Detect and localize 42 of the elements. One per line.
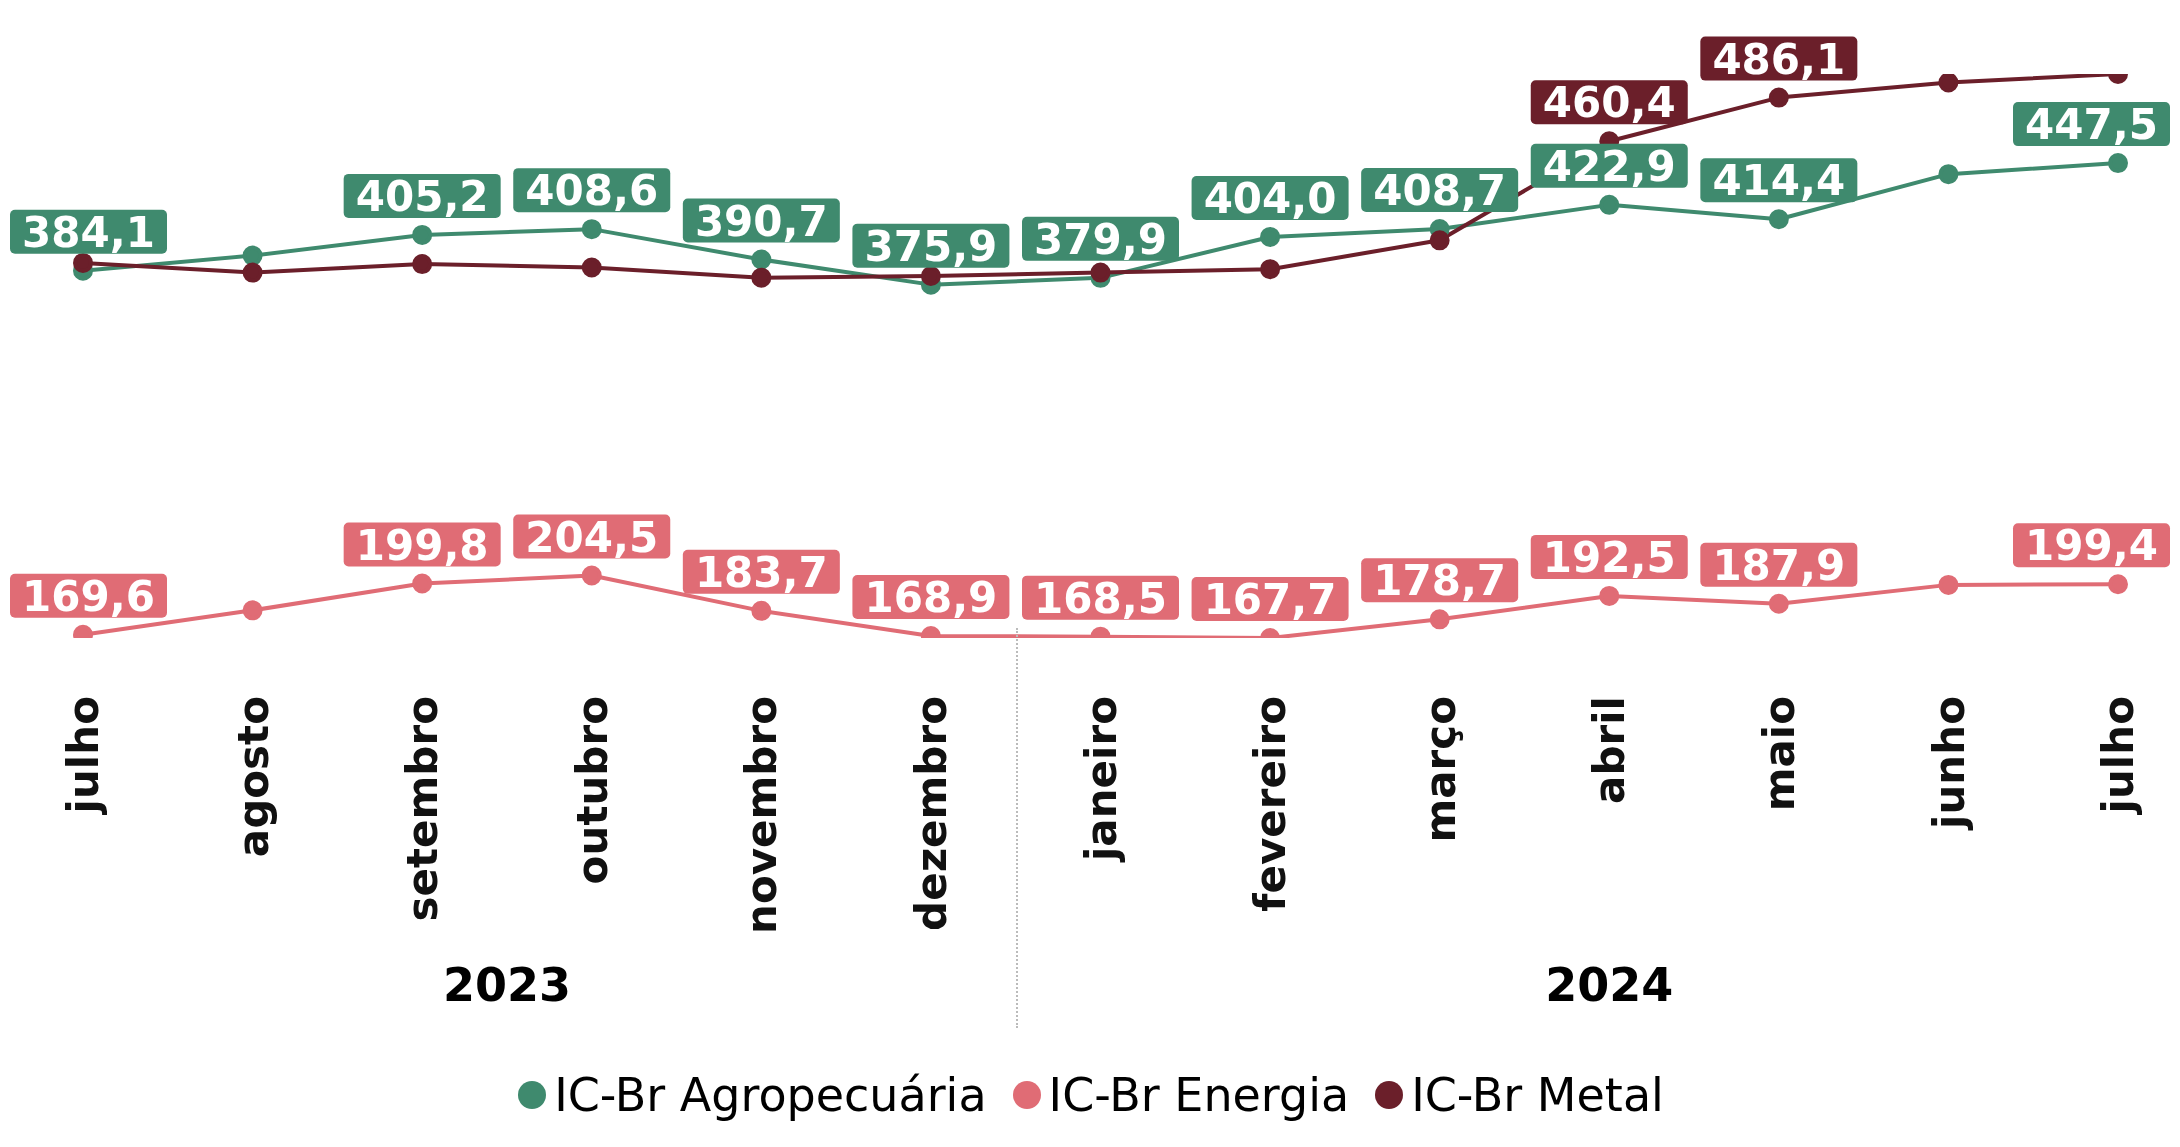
x-tick-label: fevereiro <box>1246 696 1296 912</box>
text: 2024 <box>1544 958 1675 1012</box>
data-label: 168,9 <box>864 573 998 623</box>
data-label: 199,8 <box>355 520 489 570</box>
data-label: 404,0 <box>1203 174 1337 224</box>
data-label: 168,5 <box>1034 573 1167 623</box>
legend-label: IC-Br Energia <box>1048 1068 1350 1122</box>
data-label: 390,7 <box>694 196 828 246</box>
data-label: 379,9 <box>1034 214 1167 264</box>
data-label: 447,5 <box>2025 100 2158 150</box>
x-tick-label: dezembro <box>907 696 957 931</box>
data-label: 405,2 <box>355 172 489 222</box>
data-label: 486,1 <box>1712 34 1846 84</box>
x-tick-label: novembro <box>737 696 787 935</box>
legend-label: IC-Br Agropecuária <box>554 1068 987 1122</box>
data-label: 187,9 <box>1712 540 1846 590</box>
x-tick-label: março <box>1415 696 1465 843</box>
data-label: 414,4 <box>1712 156 1846 206</box>
data-label: 384,1 <box>22 207 155 257</box>
text: 2023 <box>441 958 572 1012</box>
x-tick-label: outubro <box>567 696 617 885</box>
x-tick-label: abril <box>1585 696 1635 804</box>
data-label: 375,9 <box>864 221 998 271</box>
x-tick-label: junho <box>1924 696 1974 831</box>
data-label: 408,7 <box>1373 166 1507 216</box>
data-label: 460,4 <box>1542 78 1676 128</box>
data-label: 422,9 <box>1542 141 1676 191</box>
data-label: 408,6 <box>525 166 659 216</box>
x-tick-label: julho <box>59 696 109 816</box>
x-tick-label: setembro <box>398 696 448 922</box>
x-tick-label: maio <box>1754 696 1804 812</box>
data-label: 199,4 <box>2025 521 2158 571</box>
x-tick-label: julho <box>2094 696 2144 816</box>
data-label: 183,7 <box>694 547 828 597</box>
data-label: 178,7 <box>1373 556 1507 606</box>
data-label: 192,5 <box>1542 533 1676 583</box>
data-label: 204,5 <box>525 512 659 562</box>
legend-label: IC-Br Metal <box>1411 1068 1664 1122</box>
x-tick-label: agosto <box>228 696 278 858</box>
data-label: 169,6 <box>22 571 155 621</box>
x-tick-label: janeiro <box>1076 696 1126 864</box>
data-label: 167,7 <box>1203 575 1337 625</box>
